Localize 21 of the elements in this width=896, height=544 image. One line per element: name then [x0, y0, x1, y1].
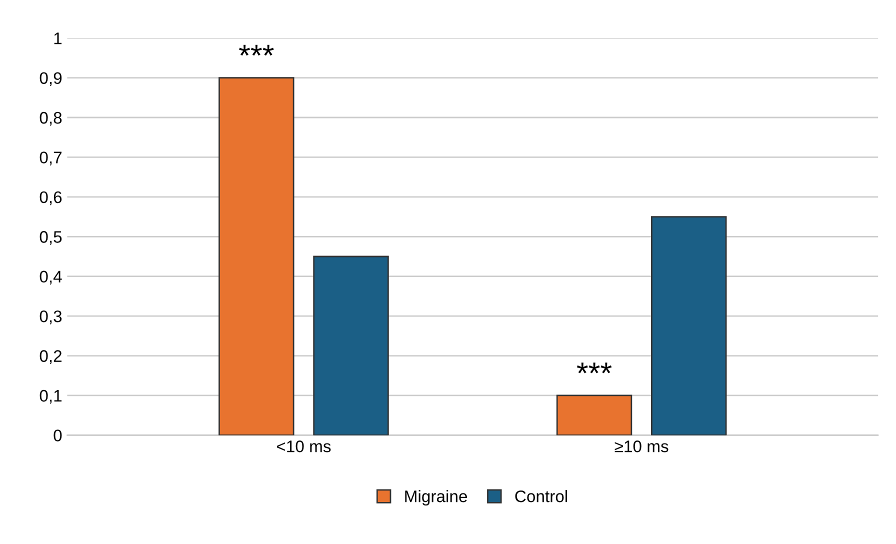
y-tick-label: 0,1: [40, 390, 62, 404]
y-tick-label: 0: [54, 430, 62, 442]
y-tick-label: 0,8: [40, 112, 62, 126]
y-tick-label: 0,3: [40, 310, 62, 324]
y-tick-label: 0,2: [40, 350, 62, 364]
y-tick-label: 0,9: [40, 72, 62, 86]
y-tick-label: 0,7: [40, 152, 62, 166]
legend-label: Control: [515, 490, 568, 502]
bar: [556, 394, 632, 436]
x-tick-label: <10 ms: [276, 440, 331, 452]
y-tick-label: 0,5: [40, 231, 62, 245]
bar: [313, 256, 389, 436]
y-tick-label: 1: [54, 32, 62, 44]
annotation: ***: [239, 44, 274, 56]
bar: [651, 216, 727, 436]
annotation: ***: [576, 362, 612, 374]
bar: [218, 77, 294, 436]
x-tick-label: ≥10 ms: [614, 440, 668, 452]
y-tick-label: 0,6: [40, 191, 62, 206]
legend-label: Migraine: [405, 490, 467, 506]
y-tick-label: 0,4: [40, 270, 62, 285]
